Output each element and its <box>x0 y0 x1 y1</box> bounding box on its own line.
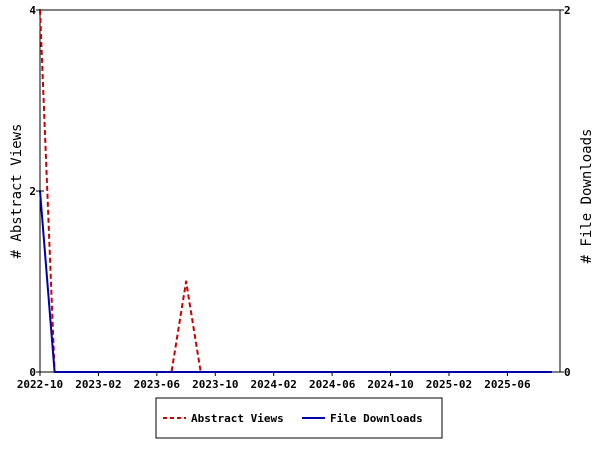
x-tick-label-2023-10: 2023-10 <box>192 378 238 391</box>
legend: Abstract Views File Downloads <box>155 397 443 439</box>
y-right-tick-label-0: 0 <box>564 366 571 379</box>
data-point-file-downloads-2025-09 <box>550 371 553 373</box>
y-right-tick-label-2: 2 <box>564 4 571 17</box>
legend-label-file-downloads: File Downloads <box>330 412 423 425</box>
x-tick-label-2025-02: 2025-02 <box>426 378 472 391</box>
legend-label-abstract-views: Abstract Views <box>191 412 284 425</box>
plot-frame <box>39 9 561 373</box>
x-tick-label-2023-02: 2023-02 <box>75 378 121 391</box>
x-tick-label-2024-02: 2024-02 <box>251 378 297 391</box>
data-point-abstract-views-2023-08 <box>185 280 188 283</box>
series-line-file-downloads <box>39 190 552 373</box>
data-point-file-downloads-2022-11 <box>53 371 56 373</box>
legend-box <box>155 397 443 439</box>
series-line-abstract-views <box>39 9 552 373</box>
y-left-tick-label-2: 2 <box>29 185 36 198</box>
x-tick-label-2024-10: 2024-10 <box>367 378 413 391</box>
series-layer <box>39 9 553 373</box>
x-tick-label-2025-06: 2025-06 <box>484 378 531 391</box>
y-left-tick-label-0: 0 <box>29 366 36 379</box>
x-tick-label-2022-10: 2022-10 <box>17 378 63 391</box>
x-tick-label-2023-06: 2023-06 <box>134 378 181 391</box>
y-axis-title-right: # File Downloads <box>579 129 595 264</box>
y-axis-title-left: # Abstract Views <box>9 124 25 259</box>
y-left-tick-label-4: 4 <box>29 4 36 17</box>
axes-layer: 2022-10 2023-02 2023-06 2023-10 2024-02 2024-… <box>17 4 571 391</box>
x-tick-label-2024-06: 2024-06 <box>309 378 356 391</box>
